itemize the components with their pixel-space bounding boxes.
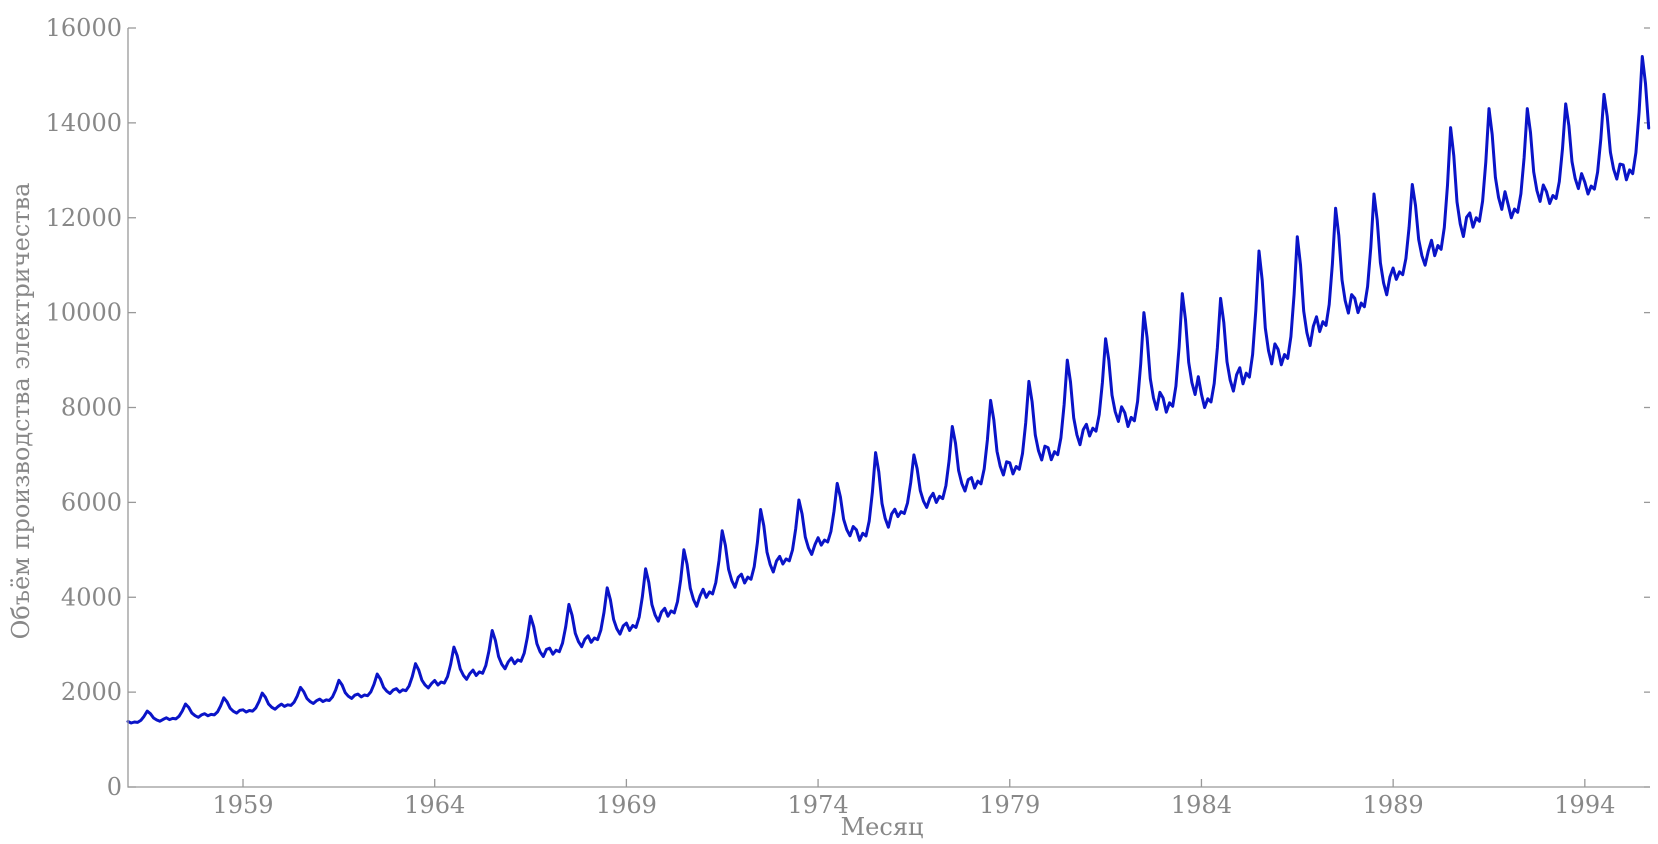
x-axis-label: Месяц: [841, 813, 924, 841]
x-tick-label: 1964: [404, 791, 465, 819]
y-tick-label: 6000: [61, 488, 122, 516]
x-tick-label: 1989: [1363, 791, 1424, 819]
x-tick-label: 1979: [979, 791, 1040, 819]
y-tick-label: 14000: [46, 109, 122, 137]
x-tick-label: 1969: [596, 791, 657, 819]
y-axis-label: Объём производства электричества: [7, 183, 35, 640]
y-axis: 0 2000 4000 6000 8000 10000 12000 14000 16000: [46, 14, 1650, 801]
y-tick-label: 2000: [61, 678, 122, 706]
axis-spine: [127, 28, 1650, 788]
y-tick-label: 12000: [46, 204, 122, 232]
y-tick-label: 10000: [46, 299, 122, 327]
y-tick-label: 16000: [46, 14, 122, 42]
x-tick-label: 1959: [212, 791, 273, 819]
y-tick-label: 4000: [61, 583, 122, 611]
y-tick-label: 0: [107, 773, 122, 801]
x-tick-label: 1984: [1171, 791, 1232, 819]
plot-frame: [127, 28, 1650, 788]
x-tick-label: 1974: [788, 791, 849, 819]
y-tick-label: 8000: [61, 394, 122, 422]
series-line: [126, 55, 1651, 725]
x-axis: 1959 1964 1969 1974 1979 1984 1989 1994: [212, 779, 1615, 819]
series-layer: [126, 55, 1651, 725]
plot-area: 0 2000 4000 6000 8000 10000 12000 14000 16000 19…: [46, 14, 1651, 819]
x-tick-label: 1994: [1554, 791, 1615, 819]
